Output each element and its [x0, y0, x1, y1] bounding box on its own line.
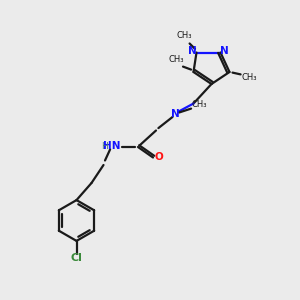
Text: N: N [171, 109, 180, 119]
Text: CH₃: CH₃ [176, 31, 192, 40]
Text: H: H [101, 142, 107, 151]
Text: Cl: Cl [70, 253, 83, 263]
Text: CH₃: CH₃ [169, 55, 184, 64]
Text: N: N [188, 46, 197, 56]
Text: CH₃: CH₃ [241, 74, 257, 82]
Text: CH₃: CH₃ [192, 100, 207, 109]
Text: N: N [220, 46, 229, 56]
Text: HN: HN [103, 141, 121, 151]
Text: O: O [154, 152, 163, 163]
